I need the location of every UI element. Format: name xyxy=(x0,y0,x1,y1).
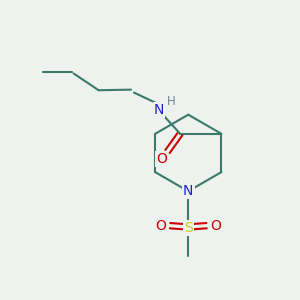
Text: N: N xyxy=(154,103,164,117)
Text: O: O xyxy=(156,152,167,166)
Text: S: S xyxy=(184,221,193,235)
Text: N: N xyxy=(183,184,194,198)
Text: O: O xyxy=(211,219,221,233)
Text: O: O xyxy=(155,219,166,233)
Text: H: H xyxy=(167,95,176,108)
